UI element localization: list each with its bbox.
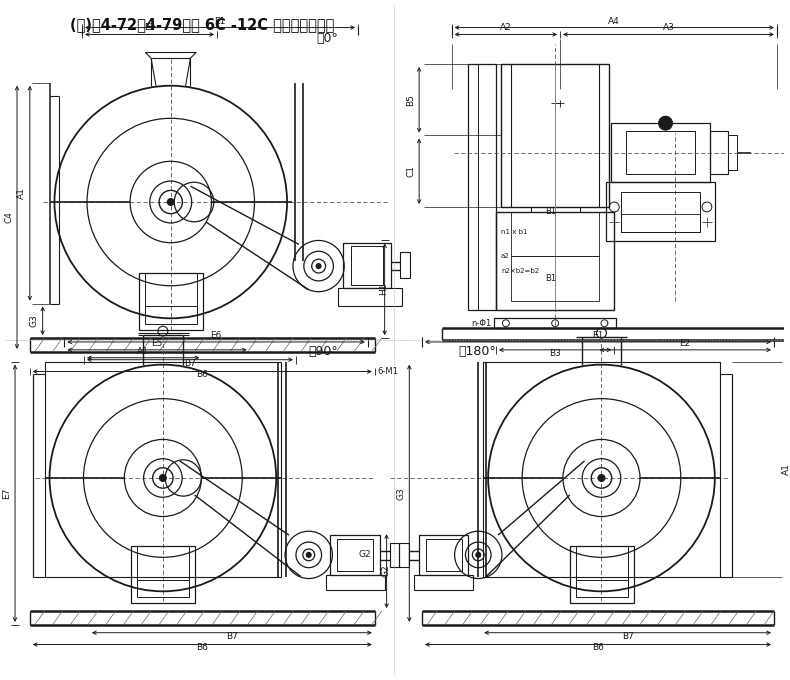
Text: B6: B6 [197,643,209,652]
Bar [44,362,281,577]
Bar [131,546,195,603]
Bar [511,212,600,256]
Text: n2×b2=b2: n2×b2=b2 [501,268,539,274]
Text: B7: B7 [226,632,238,641]
Text: 右0°: 右0° [317,33,338,46]
Bar [621,192,700,232]
Text: E5: E5 [151,339,163,348]
Text: A2: A2 [500,24,512,33]
Text: H1: H1 [379,283,389,296]
Text: B6: B6 [197,371,209,379]
Text: E2: E2 [679,339,691,348]
Bar [419,535,468,575]
Circle shape [307,552,311,558]
Text: A3: A3 [663,24,675,33]
Bar [483,362,720,577]
Bar [570,546,634,603]
Bar [414,575,473,590]
Text: B1: B1 [544,207,556,216]
Text: B3: B3 [549,349,561,358]
Text: B5: B5 [406,94,416,105]
Bar [325,575,385,590]
Bar [426,539,461,571]
Bar [338,288,402,305]
Text: C1: C1 [406,165,416,177]
Text: G2: G2 [382,565,390,577]
Text: A1: A1 [137,347,149,356]
Bar [139,273,203,330]
Bar [626,131,695,174]
Circle shape [160,475,167,481]
Bar [401,252,410,278]
Bar [621,214,700,232]
Bar [337,539,373,571]
Text: n-Φ1: n-Φ1 [471,319,491,328]
Circle shape [167,199,175,205]
Text: A1: A1 [782,463,790,475]
Text: G2: G2 [358,550,371,560]
Bar [501,64,609,207]
Text: G3: G3 [30,314,39,327]
Bar [728,135,738,171]
Text: G3: G3 [397,487,405,500]
Bar [611,123,710,182]
Bar [400,543,409,566]
Circle shape [476,552,481,558]
Text: a2: a2 [501,253,510,259]
Text: B1: B1 [544,275,556,284]
Text: B7: B7 [622,632,634,641]
Bar [710,131,728,174]
Bar [511,256,600,301]
Bar [330,535,380,575]
Bar [389,543,400,566]
Bar [145,307,198,324]
Bar [137,579,190,597]
Text: E6: E6 [210,331,222,340]
Text: E2: E2 [144,24,155,33]
Circle shape [316,264,321,269]
Text: n1 x b1: n1 x b1 [501,228,528,235]
Text: A1: A1 [17,187,26,199]
Text: E7: E7 [2,488,11,499]
Circle shape [598,475,605,481]
Bar [607,182,715,241]
Text: 右90°: 右90° [309,345,338,358]
Text: E1: E1 [592,331,604,340]
Text: B7: B7 [184,358,196,368]
Text: A4: A4 [608,16,620,26]
Bar [576,579,628,597]
Bar [343,243,390,288]
Bar [496,212,615,311]
Text: C4: C4 [4,211,13,223]
Text: (二)、4-72、4-79系列 6C -12C 离心风机外形图: (二)、4-72、4-79系列 6C -12C 离心风机外形图 [70,17,334,32]
Bar [468,64,496,311]
Bar [494,318,616,328]
Text: B6: B6 [592,643,604,652]
Text: E1: E1 [214,16,226,26]
Circle shape [659,116,672,130]
Text: 6-M1: 6-M1 [378,367,399,376]
Bar [351,246,382,285]
Text: 右180°: 右180° [458,345,496,358]
